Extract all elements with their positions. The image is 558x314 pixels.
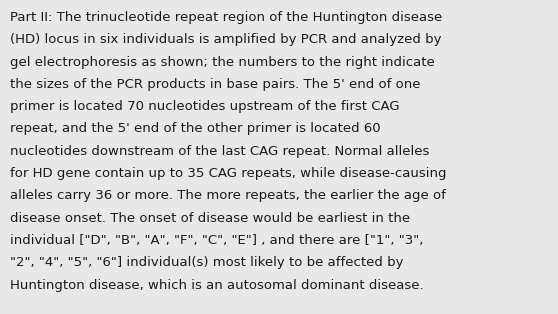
Text: individual ["D", "B", "A", "F", "C", "E"] , and there are ["1", "3",: individual ["D", "B", "A", "F", "C", "E"… <box>10 234 424 247</box>
Text: "2", "4", "5", "6"] individual(s) most likely to be affected by: "2", "4", "5", "6"] individual(s) most l… <box>10 256 403 269</box>
Text: disease onset. The onset of disease would be earliest in the: disease onset. The onset of disease woul… <box>10 212 410 225</box>
Text: repeat, and the 5' end of the other primer is located 60: repeat, and the 5' end of the other prim… <box>10 122 381 135</box>
Text: Part II: The trinucleotide repeat region of the Huntington disease: Part II: The trinucleotide repeat region… <box>10 11 442 24</box>
Text: (HD) locus in six individuals is amplified by PCR and analyzed by: (HD) locus in six individuals is amplifi… <box>10 33 441 46</box>
Text: nucleotides downstream of the last CAG repeat. Normal alleles: nucleotides downstream of the last CAG r… <box>10 145 430 158</box>
Text: gel electrophoresis as shown; the numbers to the right indicate: gel electrophoresis as shown; the number… <box>10 56 435 68</box>
Text: Huntington disease, which is an autosomal dominant disease.: Huntington disease, which is an autosoma… <box>10 279 424 291</box>
Text: primer is located 70 nucleotides upstream of the first CAG: primer is located 70 nucleotides upstrea… <box>10 100 400 113</box>
Text: for HD gene contain up to 35 CAG repeats, while disease-causing: for HD gene contain up to 35 CAG repeats… <box>10 167 446 180</box>
Text: alleles carry 36 or more. The more repeats, the earlier the age of: alleles carry 36 or more. The more repea… <box>10 189 446 202</box>
Text: the sizes of the PCR products in base pairs. The 5' end of one: the sizes of the PCR products in base pa… <box>10 78 421 91</box>
